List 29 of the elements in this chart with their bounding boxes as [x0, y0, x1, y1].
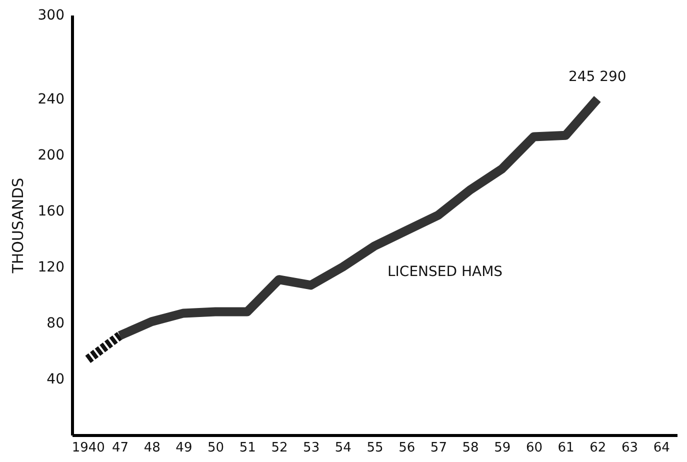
- x-tick-label: 57: [430, 440, 447, 456]
- x-tick-label: 48: [144, 440, 160, 456]
- x-tick-label: 50: [208, 440, 224, 456]
- x-tick-label: 53: [303, 440, 320, 456]
- x-tick-label: 56: [398, 440, 416, 456]
- y-tick-label: 80: [46, 316, 64, 332]
- x-tick-label: 58: [462, 440, 479, 456]
- y-axis-title: THOUSANDS: [8, 178, 27, 274]
- x-tick-label: 60: [526, 440, 542, 456]
- x-tick-label: 51: [239, 440, 256, 456]
- x-tick-label: 55: [366, 440, 384, 456]
- x-tick-label: 1940: [72, 440, 105, 456]
- x-tick-label: 59: [494, 440, 511, 456]
- y-tick-label: 300: [38, 8, 64, 24]
- x-tick-label: 49: [176, 440, 192, 456]
- annotation: 245 290: [568, 69, 626, 85]
- y-tick-label: 120: [38, 260, 64, 276]
- x-tick-label: 54: [334, 440, 352, 456]
- x-tick-label: 63: [621, 440, 638, 456]
- x-tick-label: 62: [590, 440, 606, 456]
- x-tick-label: 61: [558, 440, 574, 456]
- x-tick-label: 64: [653, 440, 670, 456]
- x-tick-label: 47: [112, 440, 129, 456]
- y-tick-label: 40: [46, 372, 64, 388]
- series-label: LICENSED HAMS: [387, 264, 503, 280]
- x-tick-label: 52: [271, 440, 288, 456]
- y-tick-label: 160: [38, 204, 64, 220]
- y-tick-label: 200: [38, 148, 64, 164]
- y-tick-label: 240: [38, 92, 64, 108]
